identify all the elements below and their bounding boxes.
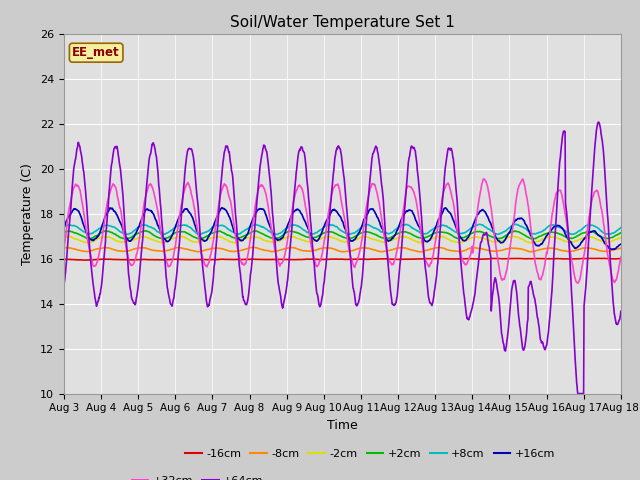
+32cm [574, 280, 582, 286]
+16cm [218, 205, 226, 211]
+2cm [60, 229, 68, 235]
-8cm [435, 244, 443, 250]
+16cm [607, 247, 615, 252]
Y-axis label: Temperature (C): Temperature (C) [22, 163, 35, 264]
-2cm [429, 235, 437, 241]
+16cm [502, 235, 509, 241]
+8cm [512, 221, 520, 227]
+16cm [617, 241, 625, 247]
+2cm [122, 236, 129, 242]
-16cm [246, 256, 254, 262]
+8cm [502, 228, 509, 234]
+8cm [196, 232, 204, 238]
-8cm [184, 246, 191, 252]
-2cm [159, 240, 166, 246]
Legend: +32cm, +64cm: +32cm, +64cm [127, 472, 268, 480]
+8cm [60, 225, 68, 230]
-16cm [60, 256, 68, 262]
-2cm [247, 235, 255, 240]
+64cm [502, 348, 509, 354]
+2cm [429, 231, 437, 237]
-2cm [63, 233, 71, 239]
+32cm [617, 254, 625, 260]
-8cm [60, 245, 68, 251]
+64cm [170, 290, 178, 296]
+32cm [551, 196, 559, 202]
Line: -8cm: -8cm [64, 247, 621, 252]
+64cm [246, 276, 254, 282]
-8cm [502, 246, 510, 252]
+32cm [184, 180, 191, 185]
-16cm [184, 257, 192, 263]
-16cm [429, 256, 437, 262]
+8cm [246, 224, 254, 230]
+32cm [480, 176, 488, 182]
-16cm [502, 256, 509, 262]
-2cm [172, 235, 179, 240]
+2cm [552, 230, 559, 236]
+16cm [429, 230, 437, 236]
+8cm [184, 223, 191, 229]
+32cm [246, 239, 254, 244]
-2cm [552, 235, 559, 240]
+64cm [184, 147, 191, 153]
+8cm [617, 225, 625, 230]
+64cm [595, 119, 603, 125]
+2cm [102, 228, 109, 234]
+64cm [551, 240, 559, 245]
X-axis label: Time: Time [327, 419, 358, 432]
Line: +64cm: +64cm [64, 122, 621, 394]
+16cm [184, 207, 191, 213]
Line: -16cm: -16cm [64, 258, 621, 260]
-16cm [171, 256, 179, 262]
-8cm [552, 246, 559, 252]
-8cm [246, 245, 254, 251]
+64cm [429, 300, 436, 306]
+32cm [170, 249, 178, 255]
-2cm [60, 235, 68, 240]
+32cm [502, 271, 509, 276]
+16cm [170, 227, 178, 233]
Line: +32cm: +32cm [64, 179, 621, 283]
+2cm [172, 230, 179, 236]
-16cm [551, 256, 559, 262]
+8cm [552, 223, 559, 228]
-8cm [617, 245, 625, 251]
+2cm [247, 229, 255, 235]
+32cm [60, 244, 68, 250]
Line: +8cm: +8cm [64, 224, 621, 235]
+16cm [60, 225, 68, 230]
-2cm [185, 237, 193, 242]
+16cm [551, 224, 559, 229]
Line: +16cm: +16cm [64, 208, 621, 250]
+32cm [429, 253, 436, 259]
Line: -2cm: -2cm [64, 236, 621, 243]
-8cm [416, 249, 424, 255]
-2cm [617, 235, 625, 240]
+64cm [617, 309, 625, 314]
+2cm [502, 232, 510, 238]
-16cm [617, 256, 625, 262]
Title: Soil/Water Temperature Set 1: Soil/Water Temperature Set 1 [230, 15, 455, 30]
Text: EE_met: EE_met [72, 46, 120, 59]
-16cm [595, 255, 603, 261]
-8cm [170, 245, 178, 251]
+2cm [617, 230, 625, 236]
+16cm [246, 222, 254, 228]
Line: +2cm: +2cm [64, 231, 621, 239]
+64cm [60, 283, 68, 288]
+2cm [185, 231, 193, 237]
-16cm [81, 257, 89, 263]
+8cm [429, 226, 437, 232]
+64cm [574, 391, 582, 396]
-8cm [429, 246, 437, 252]
-2cm [502, 236, 510, 241]
+8cm [170, 225, 178, 231]
